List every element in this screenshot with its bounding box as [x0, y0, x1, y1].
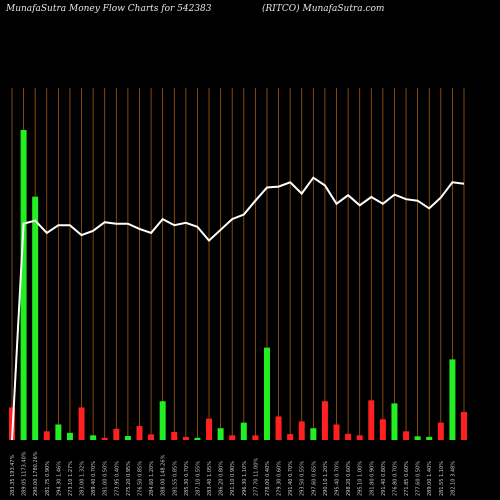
money-flow-bar — [171, 431, 178, 440]
money-flow-bar — [310, 428, 317, 440]
price-line — [11, 176, 465, 441]
money-flow-bar — [194, 437, 201, 440]
money-flow-bar — [426, 436, 433, 440]
money-flow-bar — [43, 431, 50, 440]
money-flow-bar — [368, 400, 375, 440]
money-flow-bar — [159, 401, 166, 440]
chart-site-title: (RITCO) MunafaSutra.com — [262, 4, 385, 14]
x-tick-label: 273.10 1.27% — [68, 461, 74, 496]
money-flow-bar — [32, 196, 39, 440]
x-tick-label: 291.10 0.90% — [230, 461, 236, 496]
money-flow-bar — [356, 435, 363, 440]
money-flow-bar — [275, 416, 282, 440]
money-flow-bar — [20, 130, 27, 440]
money-flow-bar — [449, 359, 456, 440]
x-tick-label: 295.40 0.70% — [335, 461, 341, 496]
x-tick-label: 288.00 148.26% — [161, 454, 167, 496]
x-tick-label: 291.40 0.70% — [288, 461, 294, 496]
x-tick-label: 291.40 0.80% — [381, 461, 387, 496]
x-tick-label: 282.10 3.48% — [450, 461, 456, 496]
money-flow-bar — [414, 436, 421, 440]
x-tick-label: 283.40 1.05% — [207, 461, 213, 496]
money-flow-bar — [124, 435, 131, 440]
money-flow-bar — [287, 434, 294, 440]
money-flow-bar — [263, 347, 270, 440]
money-flow-bar — [252, 435, 259, 440]
x-tick-label: 286.20 0.80% — [219, 461, 225, 496]
x-tick-label: 284.60 1.20% — [149, 461, 155, 496]
money-flow-bar — [148, 434, 155, 440]
x-tick-label: 285.30 0.70% — [184, 461, 190, 496]
x-tick-label: 277.70 11.00% — [253, 458, 259, 496]
money-flow-bar — [78, 407, 85, 440]
money-flow-bar — [298, 421, 305, 440]
money-flow-bar — [136, 426, 143, 440]
money-flow-bar — [55, 424, 62, 440]
x-tick-label: 289.05 1173.40% — [22, 451, 28, 496]
money-flow-bar — [206, 418, 213, 440]
bars — [9, 130, 467, 440]
x-tick-label: 277.60 0.50% — [416, 461, 422, 496]
money-flow-bar — [240, 422, 247, 440]
x-tick-label: 271.85 0.60% — [404, 461, 410, 496]
x-tick-label: 276.80 0.70% — [392, 461, 398, 496]
money-flow-bar — [101, 437, 108, 440]
money-flow-bar — [333, 424, 340, 440]
gridlines — [11, 88, 465, 440]
money-flow-bar — [66, 432, 73, 440]
x-tick-label: 281.55 0.85% — [172, 461, 178, 496]
x-tick-label: 294.30 1.46% — [56, 461, 62, 496]
x-tick-label: 290.00 1780.26% — [33, 451, 39, 496]
money-flow-bar — [345, 433, 352, 440]
money-flow-bar — [113, 428, 120, 440]
x-tick-label: 276.50 0.85% — [137, 461, 143, 496]
x-tick-label: 283.00 1.32% — [80, 461, 86, 496]
x-tick-label: 281.55 1.10% — [439, 461, 445, 496]
x-tick-label: 293.50 0.55% — [300, 461, 306, 496]
chart-title: MunafaSutra Money Flow Charts for 542383 — [6, 4, 212, 14]
money-flow-bar — [461, 412, 467, 440]
money-flow-bar — [403, 431, 410, 440]
x-tick-label: 289.40 0.70% — [91, 461, 97, 496]
x-tick-label: 289.00 1.40% — [427, 461, 433, 496]
x-tick-label: 281.80 0.90% — [369, 461, 375, 496]
money-flow-bar — [391, 403, 398, 440]
x-tick-label: 283.35 193.47% — [10, 454, 16, 496]
x-tick-label: 287.10 0.55% — [195, 461, 201, 496]
chart-header: MunafaSutra Money Flow Charts for 542383… — [0, 4, 500, 20]
x-tick-label: 290.10 1.20% — [323, 461, 329, 496]
x-tick-label: 297.60 0.65% — [311, 461, 317, 496]
x-tick-label: 295.10 1.00% — [358, 461, 364, 496]
money-flow-bar — [90, 435, 97, 440]
x-tick-label: 281.75 0.90% — [45, 461, 51, 496]
money-flow-bar — [217, 428, 224, 440]
money-flow-bar — [182, 436, 189, 440]
x-tick-label: 273.95 0.40% — [114, 461, 120, 496]
x-tick-label: 281.00 0.50% — [103, 461, 109, 496]
overlay-line — [11, 176, 465, 441]
x-tick-label: 279.30 0.60% — [277, 461, 283, 496]
x-tick-label: 278.00 0.40% — [265, 461, 271, 496]
x-tick-label: 296.30 1.10% — [242, 461, 248, 496]
money-flow-bar — [321, 401, 328, 440]
money-flow-bar — [229, 435, 236, 440]
money-flow-bar — [437, 422, 444, 440]
x-tick-label: 275.20 0.95% — [126, 461, 132, 496]
x-tick-label: 298.20 0.60% — [346, 461, 352, 496]
money-flow-bar — [379, 419, 386, 440]
x-tick-labels: 283.35 193.47% 289.05 1173.40% 290.00 1780… — [10, 451, 456, 496]
